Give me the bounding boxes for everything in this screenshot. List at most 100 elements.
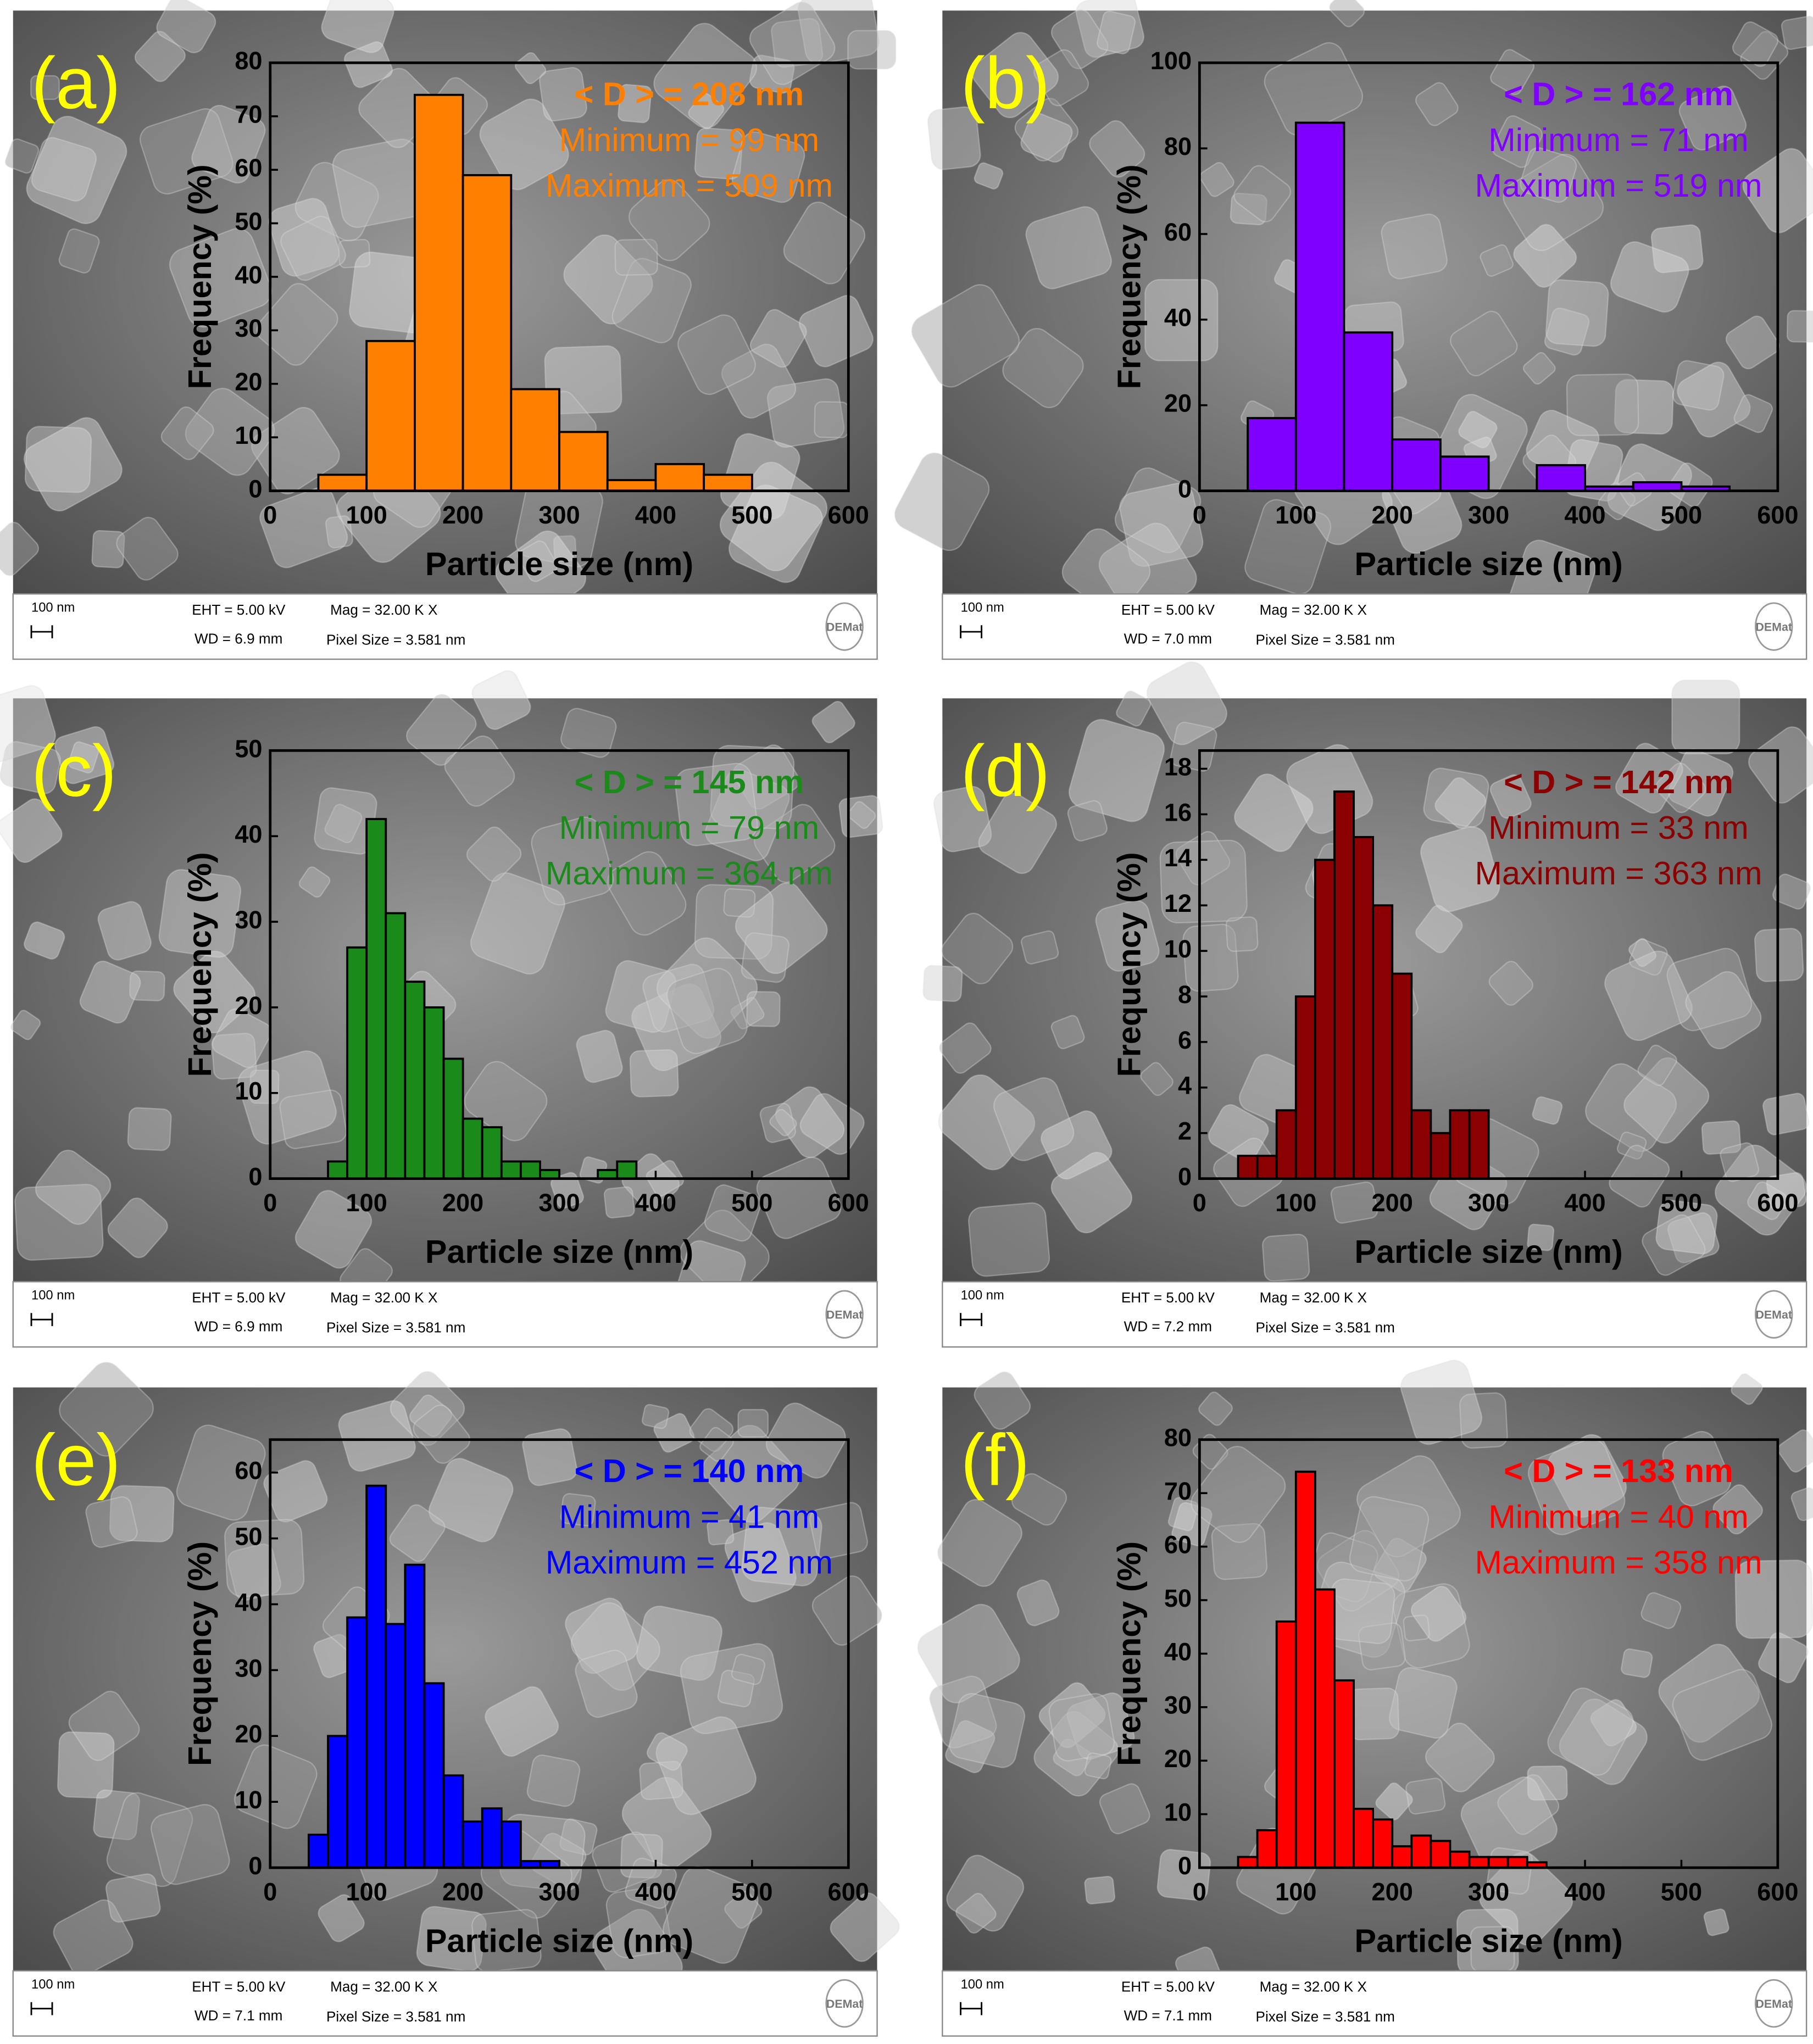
grain	[1712, 1484, 1764, 1535]
wd: WD = 7.1 mm	[194, 2007, 282, 2024]
y-axis-title: Frequency (%)	[181, 1541, 218, 1766]
wd: WD = 6.9 mm	[194, 630, 282, 647]
grain	[1678, 85, 1747, 151]
grain	[797, 0, 880, 65]
grain	[731, 1653, 766, 1685]
grain	[720, 433, 800, 520]
grain	[10, 1010, 41, 1040]
grain	[1450, 310, 1518, 377]
grain	[1459, 1392, 1508, 1449]
grain	[1140, 1062, 1174, 1096]
grain	[1167, 1497, 1199, 1531]
grain	[699, 1427, 734, 1462]
grain	[413, 1404, 471, 1464]
bar	[1314, 1588, 1336, 1869]
grain	[1545, 279, 1609, 347]
bar	[1314, 859, 1336, 1180]
grain	[57, 1731, 115, 1799]
annotation: < D > = 142 nm	[1504, 764, 1733, 800]
grain	[705, 768, 790, 861]
grain	[749, 54, 795, 94]
y-tick-label: 60	[1164, 1530, 1192, 1558]
grain	[946, 1854, 1025, 1932]
grain	[605, 1886, 671, 1958]
x-tick-label: 500	[731, 1189, 772, 1217]
grain	[570, 1602, 660, 1691]
bar	[346, 946, 368, 1180]
x-tick-label: 600	[1757, 501, 1798, 529]
mag: Mag = 32.00 K X	[1260, 601, 1367, 618]
x-tick-label: 200	[442, 501, 483, 529]
grain	[1667, 462, 1713, 508]
y-tick-label: 100	[1150, 47, 1192, 75]
grain	[1208, 1104, 1269, 1162]
bar	[500, 1160, 522, 1180]
grain	[0, 521, 40, 576]
x-tick-label: 600	[828, 501, 869, 529]
grain	[629, 1049, 679, 1098]
grain	[621, 1776, 712, 1870]
grain	[1020, 930, 1059, 965]
x-axis-title: Particle size (nm)	[425, 1233, 693, 1270]
x-tick-label: 200	[1372, 501, 1413, 529]
logo-ring	[1755, 1979, 1793, 2028]
grain	[646, 1732, 688, 1771]
grain	[1492, 115, 1543, 168]
y-tick-label: 80	[1164, 1424, 1192, 1452]
grain	[704, 1184, 762, 1242]
grain	[1672, 1669, 1772, 1761]
scalebar-label: 100 nm	[31, 1977, 75, 1992]
grain	[233, 1744, 318, 1829]
grain	[1403, 1614, 1430, 1642]
eht: EHT = 5.00 kV	[1121, 601, 1215, 618]
grain	[783, 201, 866, 285]
bar	[1372, 904, 1394, 1180]
x-axis-title: Particle size (nm)	[425, 545, 693, 582]
grain	[1513, 224, 1577, 288]
grain	[1786, 310, 1813, 343]
bar	[1506, 1856, 1528, 1869]
bar	[1487, 1856, 1509, 1869]
grain	[416, 1906, 487, 1972]
eht: EHT = 5.00 kV	[192, 601, 286, 618]
grain	[971, 32, 1059, 119]
grain	[749, 309, 807, 368]
logo: DEMat	[1755, 1308, 1792, 1322]
grain	[160, 406, 214, 460]
mag: Mag = 32.00 K X	[1260, 1289, 1367, 1306]
x-tick-label: 400	[635, 1878, 676, 1906]
mag: Mag = 32.00 K X	[330, 601, 437, 618]
grain	[1460, 1776, 1558, 1868]
x-tick-label: 400	[1564, 1878, 1605, 1906]
mag: Mag = 32.00 K X	[330, 1289, 437, 1306]
grain	[766, 378, 845, 448]
grain	[1650, 224, 1704, 274]
y-axis-title: Frequency (%)	[1111, 164, 1148, 389]
grain	[1199, 161, 1234, 197]
grain	[538, 66, 587, 122]
y-tick-label: 20	[1164, 1745, 1192, 1773]
x-axis-title: Particle size (nm)	[1354, 1233, 1622, 1270]
grain	[139, 108, 233, 195]
bar	[1256, 1829, 1278, 1869]
grain	[1084, 1752, 1112, 1780]
pixel-size: Pixel Size = 3.581 nm	[326, 1319, 465, 1336]
grain	[937, 1499, 1022, 1587]
grain	[279, 1089, 347, 1149]
annotation: Minimum = 33 nm	[1488, 809, 1749, 846]
scalebar	[960, 1313, 983, 1327]
y-tick-label: 60	[235, 1457, 262, 1485]
grain	[723, 888, 756, 918]
wd: WD = 7.2 mm	[1124, 1318, 1212, 1334]
grain	[927, 106, 981, 170]
grain	[717, 1669, 755, 1708]
grain	[1264, 42, 1364, 136]
logo-ring	[825, 1979, 864, 2028]
grain	[618, 83, 652, 124]
grain	[1146, 661, 1227, 745]
grain	[1590, 1699, 1637, 1747]
y-tick-label: 0	[1178, 1163, 1192, 1191]
grain	[1790, 1487, 1813, 1522]
grain	[106, 1792, 193, 1887]
grain	[129, 970, 165, 1001]
